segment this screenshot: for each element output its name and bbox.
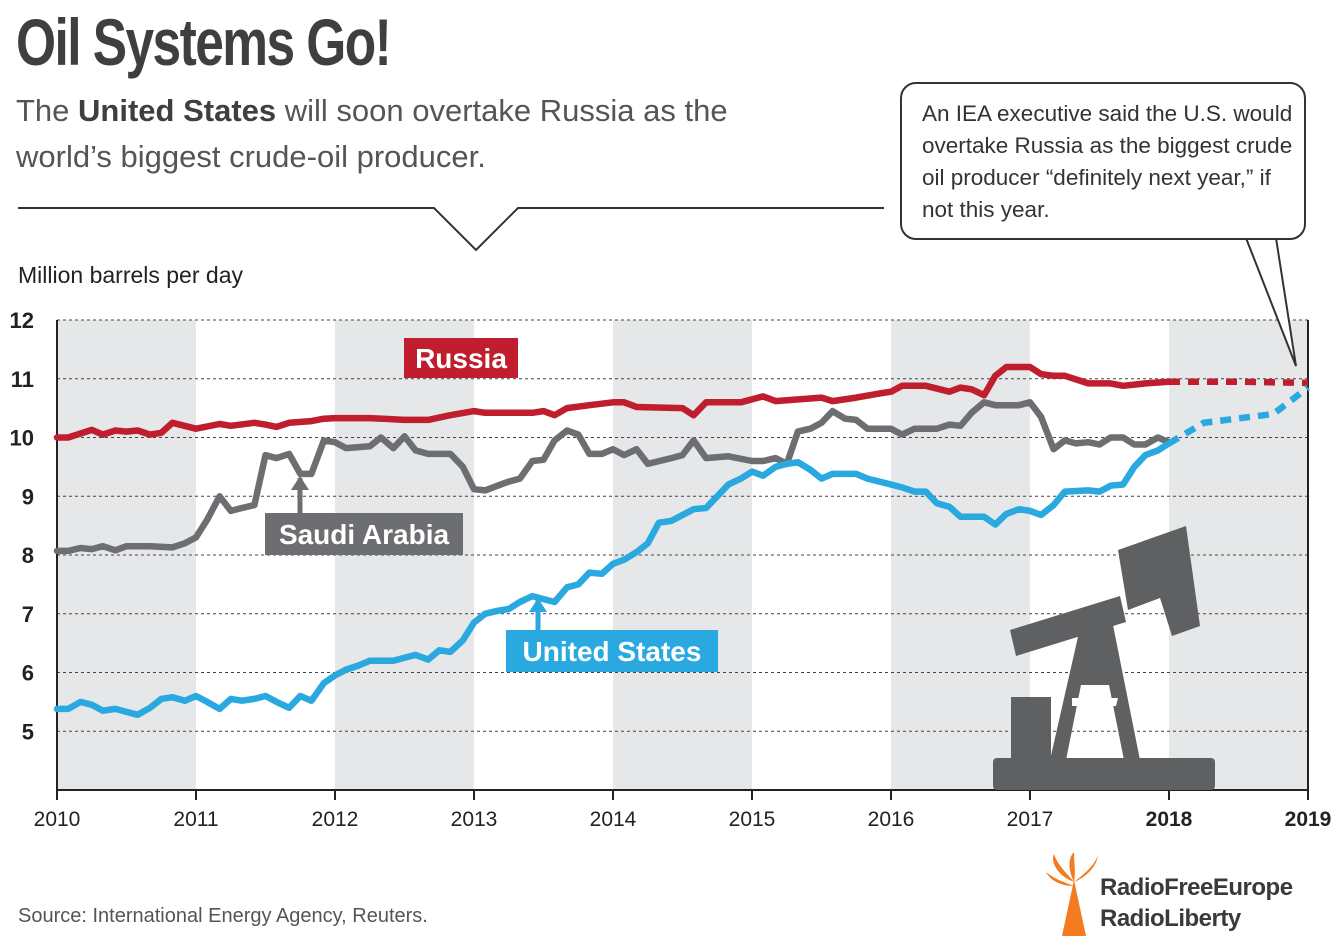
x-tick-label: 2010 [34, 808, 81, 831]
series-label-bg-saudi-arabia [265, 513, 463, 555]
brand-line-1: RadioFreeEurope [1100, 874, 1293, 901]
series-label-bg-russia [404, 338, 518, 378]
y-tick-label: 8 [22, 543, 34, 568]
y-tick-label: 5 [22, 719, 34, 744]
pumpjack-beam [1010, 596, 1126, 656]
pumpjack-derrick [1050, 620, 1140, 760]
rferl-logo-icon [1046, 852, 1098, 936]
series-projection-russia [1169, 378, 1309, 387]
brand-name: RadioFreeEurope RadioLiberty [1100, 872, 1293, 934]
series-projection-united-states [1167, 385, 1310, 447]
pumpjack-icon [993, 526, 1215, 790]
subtitle-bold: United States [78, 93, 277, 128]
series-label-bg-united-states [506, 630, 718, 672]
x-tick-label: 2014 [590, 808, 637, 831]
label-pointer-united-states [529, 598, 547, 612]
y-tick-label: 12 [10, 308, 34, 333]
series-line-saudi-arabia [53, 399, 1173, 555]
source-note: Source: International Energy Agency, Reu… [18, 905, 428, 927]
x-tick-label: 2016 [868, 808, 915, 831]
pumpjack-brace [1072, 698, 1118, 706]
page-title: Oil Systems Go! [16, 5, 392, 79]
x-tick-label: 2017 [1007, 808, 1054, 831]
x-tick-label: 2011 [173, 808, 218, 831]
series-label-saudi-arabia: Saudi Arabia [279, 519, 450, 550]
series-label-united-states: United States [523, 636, 702, 667]
brand-line-2: RadioLiberty [1100, 905, 1241, 932]
page-subtitle: The United States will soon overtake Rus… [16, 88, 736, 180]
subtitle-pre: The [16, 93, 79, 128]
y-tick-label: 9 [22, 484, 34, 509]
x-tick-label: 2012 [312, 808, 359, 831]
pumpjack-base [993, 758, 1215, 790]
subtitle-post: will soon overtake Russia as the world’s… [16, 93, 728, 174]
pumpjack-head [1118, 526, 1200, 636]
series-line-united-states [53, 440, 1173, 719]
y-tick-label: 10 [10, 426, 34, 451]
label-pointer-saudi-arabia [291, 476, 309, 490]
y-axis-title: Million barrels per day [18, 262, 243, 288]
series-label-russia: Russia [415, 343, 507, 374]
x-tick-label: 2018 [1146, 808, 1193, 831]
pumpjack-motor [1011, 697, 1051, 760]
y-tick-label: 11 [11, 367, 34, 392]
x-tick-label: 2013 [451, 808, 498, 831]
x-tick-label: 2019 [1285, 808, 1332, 831]
series-line-russia [53, 363, 1173, 441]
y-tick-label: 7 [22, 602, 34, 627]
header-divider [18, 207, 884, 252]
y-tick-label: 6 [22, 661, 34, 686]
callout-tail [1245, 237, 1297, 367]
callout-box: An IEA executive said the U.S. would ove… [900, 82, 1306, 240]
x-tick-label: 2015 [729, 808, 776, 831]
